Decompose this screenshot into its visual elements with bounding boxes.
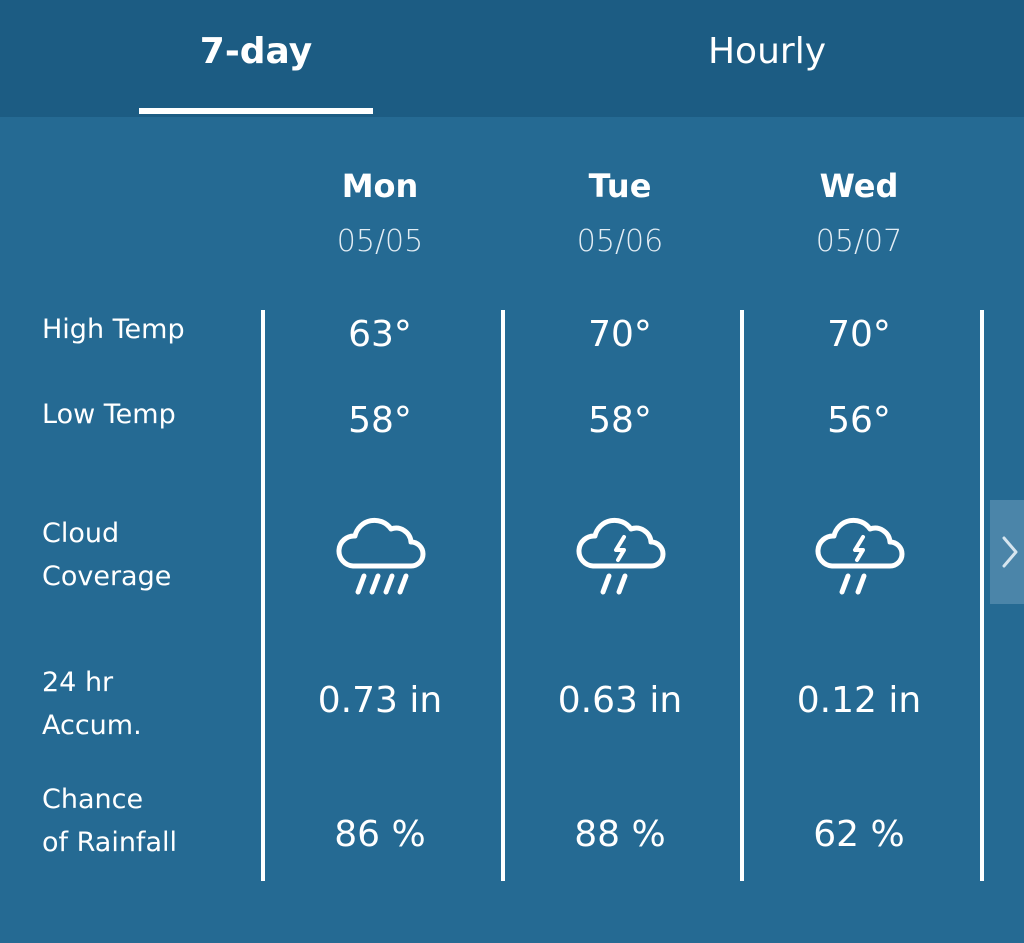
high-temp-mon: 63° (348, 314, 412, 355)
accum-wed: 0.12 in (796, 680, 922, 721)
chance-mon: 86 % (334, 814, 426, 855)
high-temp-tue: 70° (588, 314, 652, 355)
thunderstorm-cloud-icon (571, 512, 671, 602)
day-name-wed: Wed (819, 167, 899, 205)
row-label-accum-line1: 24 hr (42, 667, 114, 698)
day-date-tue: 05/06 (576, 224, 664, 259)
day-date-mon: 05/05 (336, 224, 424, 259)
thunderstorm-cloud-icon (810, 512, 910, 602)
accum-tue: 0.63 in (557, 680, 683, 721)
tab-bar: 7-day Hourly (0, 0, 1024, 117)
row-label-cloud-line1: Cloud (42, 518, 120, 549)
day-date-wed: 05/07 (815, 224, 903, 259)
active-tab-indicator (139, 108, 373, 114)
day-name-tue: Tue (588, 167, 652, 205)
row-label-cloud-line2: Coverage (42, 561, 172, 592)
high-temp-wed: 70° (827, 314, 891, 355)
column-divider (980, 310, 984, 881)
rain-cloud-icon (331, 512, 431, 602)
accum-mon: 0.73 in (317, 680, 443, 721)
chevron-right-icon (1002, 536, 1018, 568)
low-temp-tue: 58° (588, 400, 652, 441)
tab-7-day[interactable]: 7-day (199, 31, 313, 72)
row-label-high-temp: High Temp (42, 314, 185, 345)
low-temp-mon: 58° (348, 400, 412, 441)
chance-tue: 88 % (574, 814, 666, 855)
column-divider (740, 310, 744, 881)
row-label-chance-line1: Chance (42, 784, 144, 815)
row-label-chance-line2: of Rainfall (42, 827, 177, 858)
chance-wed: 62 % (813, 814, 905, 855)
column-divider (501, 310, 505, 881)
column-divider (261, 310, 265, 881)
low-temp-wed: 56° (827, 400, 891, 441)
row-label-accum-line2: Accum. (42, 710, 142, 741)
tab-hourly[interactable]: Hourly (707, 31, 827, 72)
row-label-low-temp: Low Temp (42, 399, 176, 430)
day-name-mon: Mon (341, 167, 419, 205)
next-days-button[interactable] (990, 500, 1024, 604)
